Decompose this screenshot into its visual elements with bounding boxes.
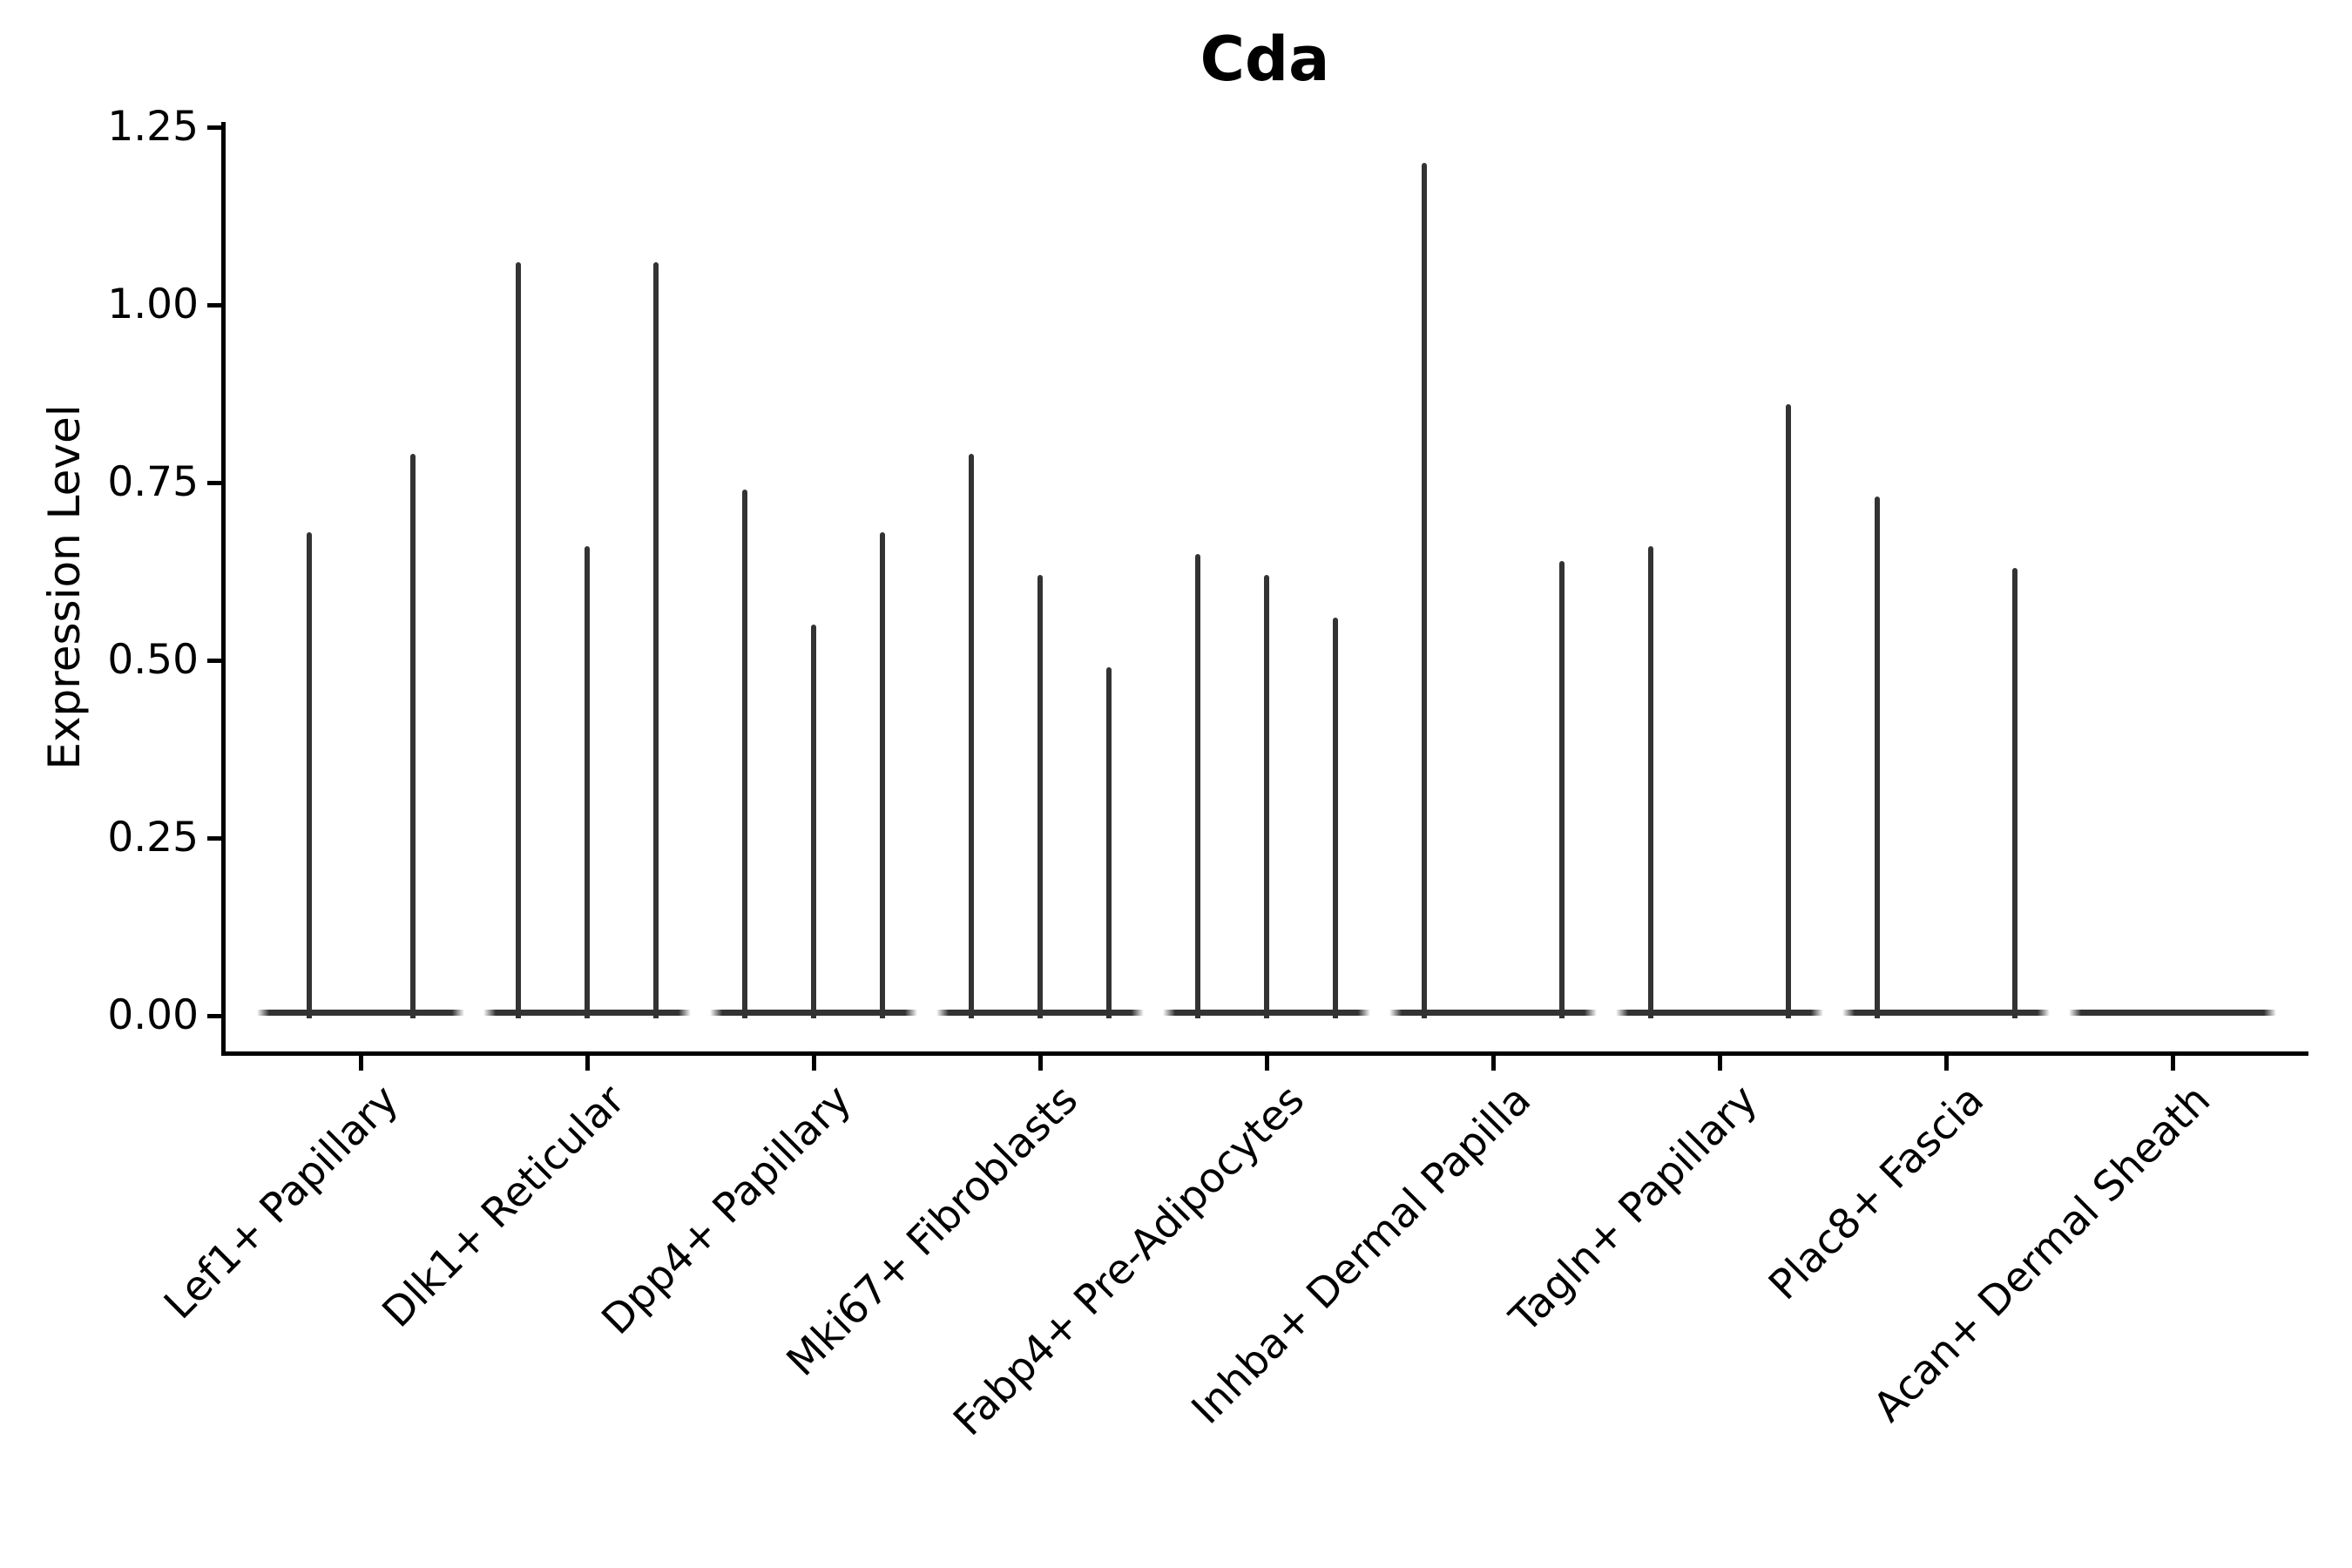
x-tick-mark (811, 1056, 816, 1071)
violin-baseline (2069, 1010, 2276, 1016)
violin-spike (306, 532, 312, 1018)
violin-spike (1333, 618, 1339, 1018)
violin-spike (515, 262, 521, 1018)
violin-baseline (1842, 1010, 2050, 1016)
violin-spike (653, 262, 659, 1018)
violin-baseline (257, 1010, 464, 1016)
violin-spike (880, 532, 886, 1018)
violin-spike (968, 454, 974, 1018)
y-tick-mark (207, 658, 221, 663)
y-tick-label: 0.50 (107, 636, 199, 684)
y-tick-label: 0.75 (107, 458, 199, 506)
x-tick-mark (1264, 1056, 1269, 1071)
x-tick-mark (1717, 1056, 1722, 1071)
y-tick-mark (207, 480, 221, 485)
violin-spike (409, 454, 416, 1018)
violin-spike (1264, 575, 1269, 1018)
y-tick-label: 0.00 (107, 991, 199, 1039)
plot-title: Cda (1200, 24, 1330, 95)
x-tick-mark (2170, 1056, 2175, 1071)
x-tick-mark (585, 1056, 590, 1071)
y-axis-spine (221, 122, 226, 1056)
violin-spike (1874, 497, 1880, 1018)
violin-spike (741, 490, 747, 1018)
y-tick-label: 0.25 (107, 814, 199, 862)
y-tick-label: 1.25 (107, 103, 199, 151)
y-axis-label: Expression Level (39, 404, 90, 770)
violin-baseline (1389, 1010, 1597, 1016)
x-tick-mark (1490, 1056, 1496, 1071)
x-tick-mark (358, 1056, 363, 1071)
violin-spike (2012, 567, 2018, 1018)
violin-spike (811, 625, 816, 1018)
violin-spike (1037, 575, 1043, 1018)
y-tick-mark (207, 1013, 221, 1018)
y-tick-mark (207, 835, 221, 841)
violin-spike (1421, 162, 1427, 1018)
violin-spike (1559, 560, 1565, 1018)
violin-spike (1194, 553, 1200, 1018)
violin-baseline (1616, 1010, 1823, 1016)
x-tick-mark (1943, 1056, 1949, 1071)
y-tick-mark (207, 125, 221, 130)
y-tick-mark (207, 302, 221, 308)
x-tick-mark (1037, 1056, 1043, 1071)
violin-spike (1647, 546, 1653, 1018)
x-axis-spine (221, 1051, 2308, 1056)
violin-spike (585, 546, 590, 1018)
violin-spike (1786, 404, 1792, 1018)
violin-spike (1106, 667, 1112, 1018)
y-tick-label: 1.00 (107, 280, 199, 328)
